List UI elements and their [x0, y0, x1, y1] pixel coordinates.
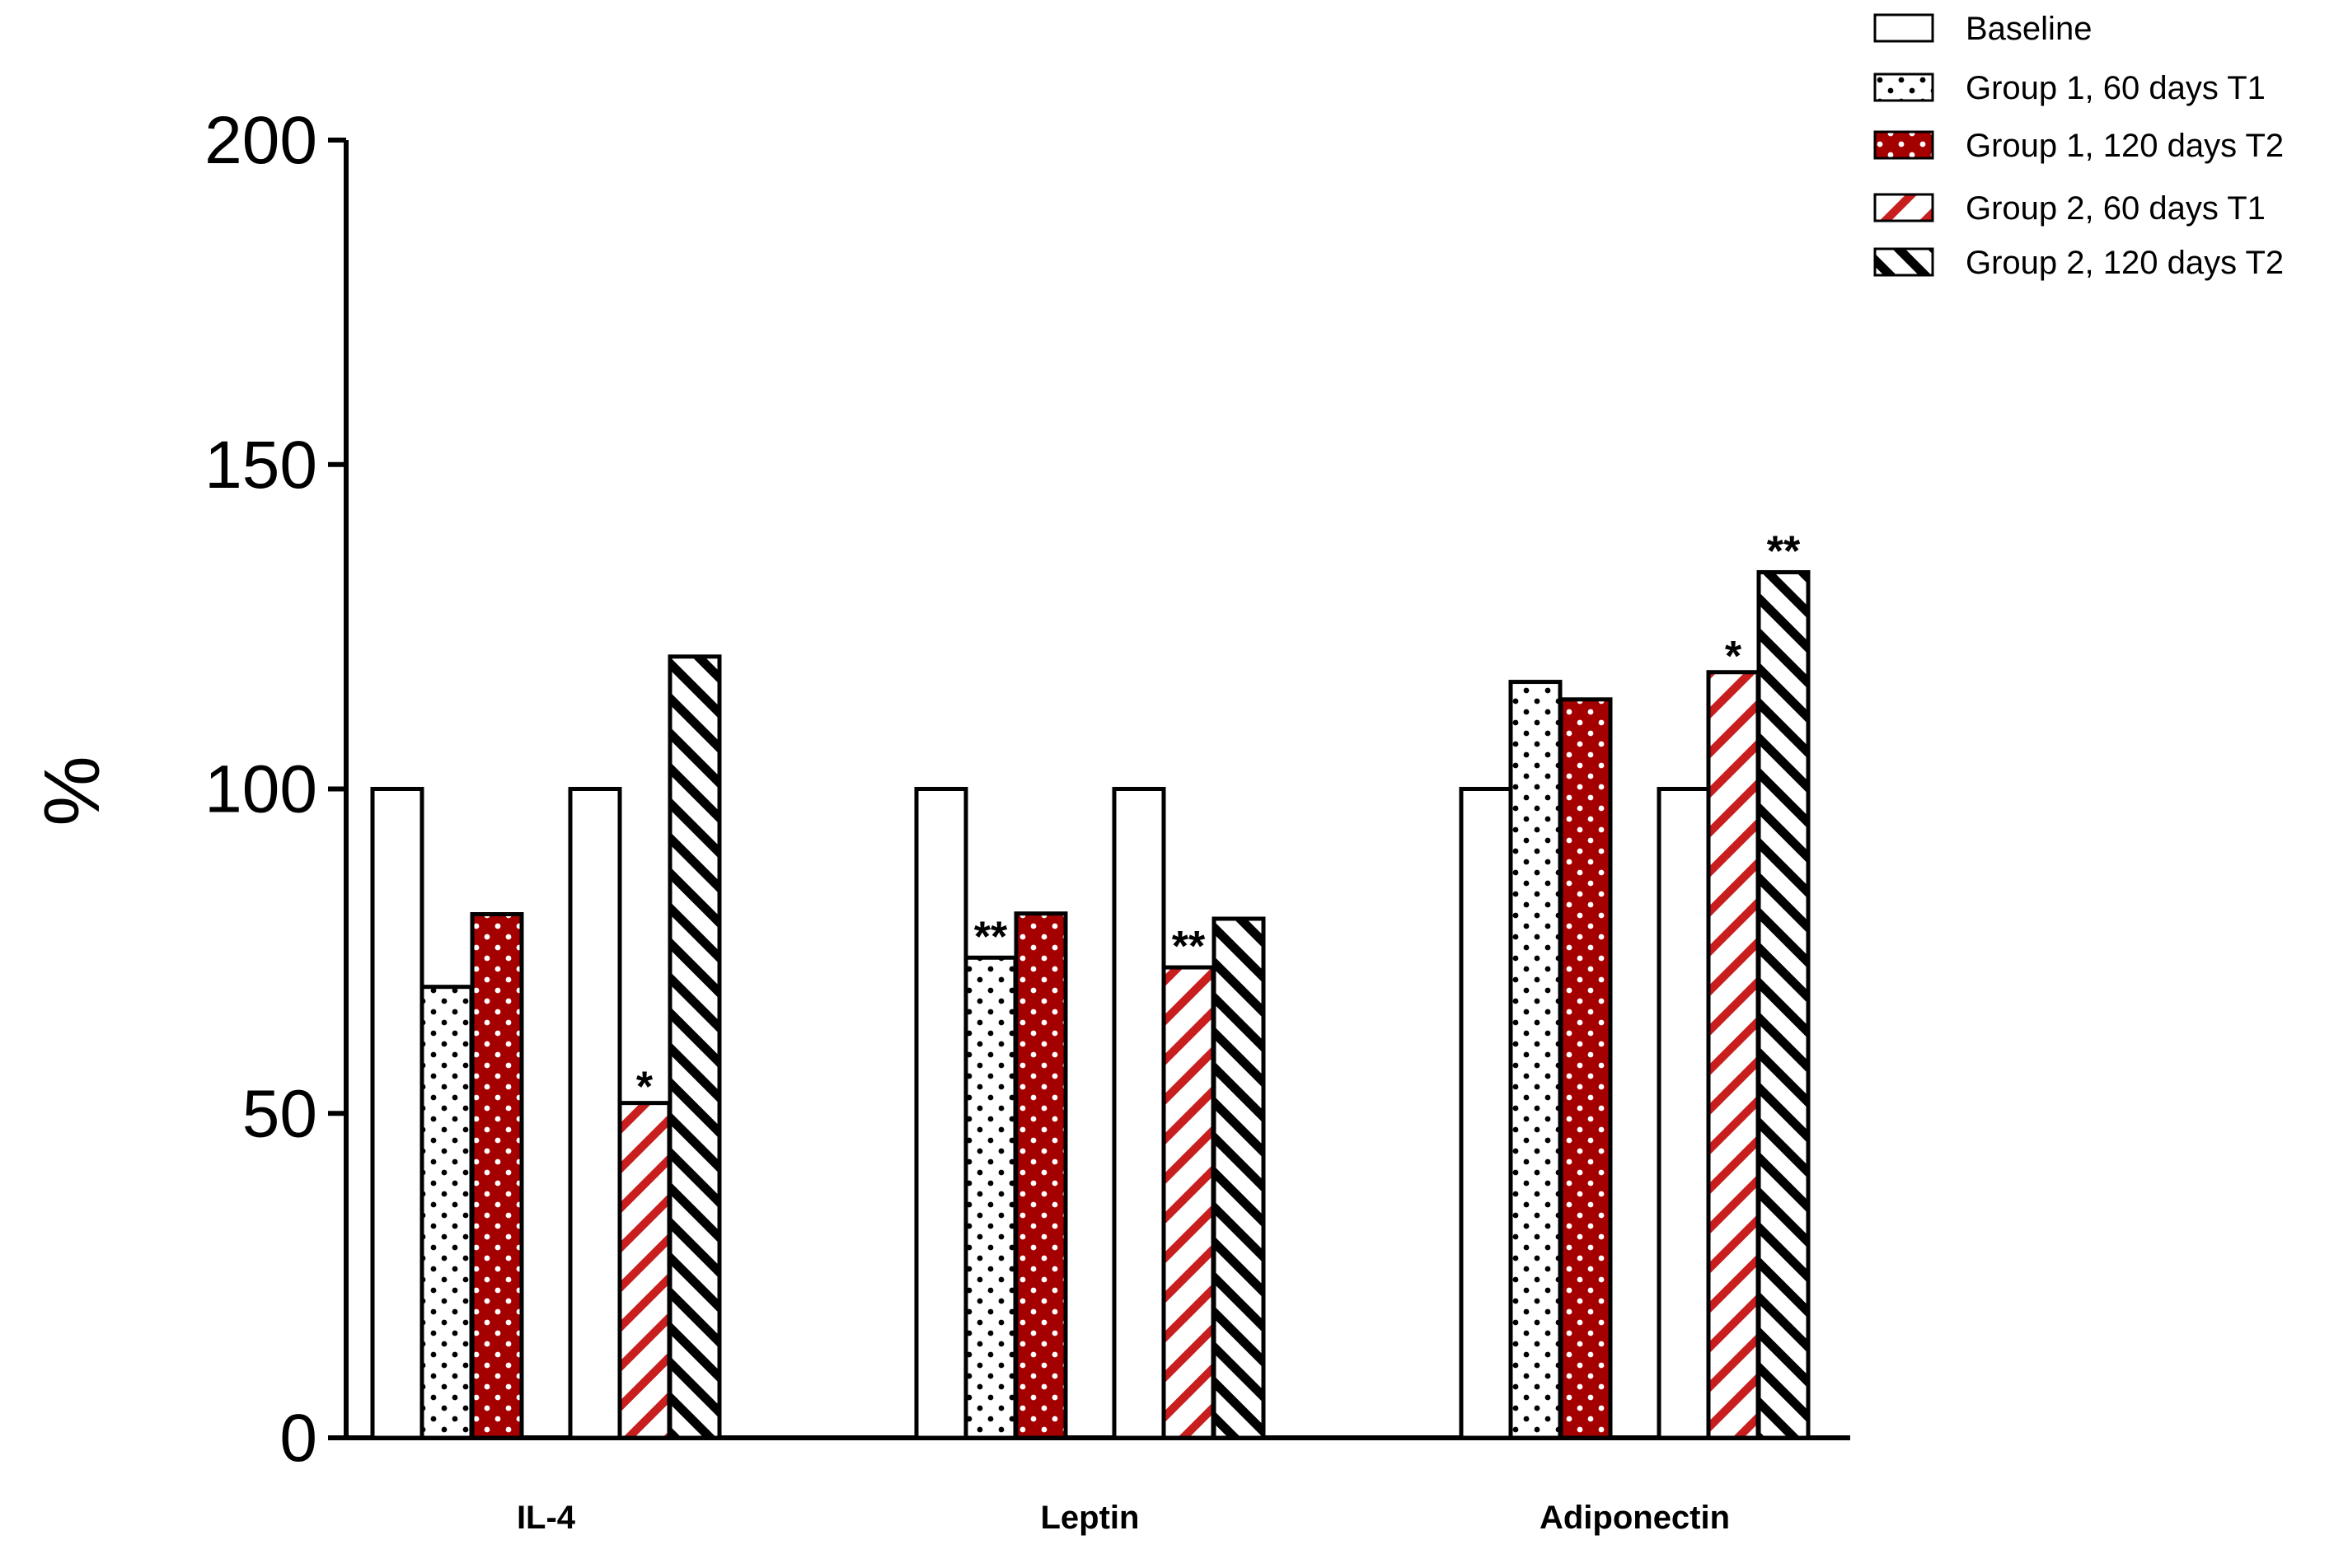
bar-il-4-series-0 [370, 787, 424, 1440]
legend-label: Group 2, 120 days T2 [1966, 245, 2284, 281]
significance-marker: * [636, 1064, 654, 1112]
bar-leptin-series-5 [1211, 916, 1266, 1440]
bar-leptin-series-1 [963, 955, 1018, 1440]
legend-label: Group 1, 60 days T1 [1966, 70, 2266, 106]
bar-adiponectin-series-3 [1657, 787, 1711, 1440]
legend-swatch [1873, 193, 1934, 222]
bar-il-4-series-1 [419, 985, 474, 1440]
legend-swatch [1873, 130, 1934, 160]
legend-label: Group 1, 120 days T2 [1966, 128, 2284, 164]
bar-adiponectin-series-0 [1459, 787, 1513, 1440]
y-tick-label: 100 [204, 752, 317, 827]
y-ticks: 0 50 100 150 200 [204, 103, 346, 1476]
bar-leptin-series-0 [914, 787, 968, 1440]
significance-marker: * [1725, 633, 1742, 681]
bar-il-4-series-5 [668, 654, 722, 1440]
category-labels: IL-4 Leptin Adiponectin [517, 1500, 1730, 1536]
y-tick-label: 50 [242, 1076, 317, 1151]
legend: Baseline Group 1, 60 days T1 Group 1, 120 … [1873, 11, 2284, 281]
significance-marker: ** [1767, 527, 1801, 575]
legend-label: Group 2, 60 days T1 [1966, 190, 2266, 227]
category-label: Adiponectin [1540, 1500, 1730, 1536]
bar-il-4-series-4 [617, 1101, 672, 1440]
significance-marker: ** [1172, 923, 1206, 971]
y-tick-label: 200 [204, 103, 317, 178]
significance-marker: ** [974, 913, 1008, 961]
bar-leptin-series-4 [1161, 965, 1216, 1440]
legend-swatch [1873, 13, 1934, 43]
bar-adiponectin-series-4 [1706, 670, 1760, 1440]
bar-adiponectin-series-5 [1756, 569, 1811, 1440]
bar-il-4-series-3 [568, 787, 622, 1440]
y-tick-label: 150 [204, 428, 317, 503]
significance-annotations: *** ***** [636, 527, 1801, 1111]
bar-leptin-series-2 [1014, 911, 1068, 1440]
bar-adiponectin-series-1 [1508, 680, 1563, 1440]
bars [370, 569, 1811, 1440]
bar-adiponectin-series-2 [1558, 697, 1613, 1440]
legend-swatch [1873, 247, 1934, 277]
legend-label: Baseline [1966, 11, 2092, 47]
bar-leptin-series-3 [1112, 787, 1166, 1440]
legend-swatch [1873, 73, 1934, 102]
category-label: IL-4 [517, 1500, 576, 1536]
y-axis-label: % [28, 756, 116, 826]
y-tick-label: 0 [279, 1401, 317, 1476]
bar-il-4-series-2 [470, 911, 524, 1440]
category-label: Leptin [1041, 1500, 1140, 1536]
